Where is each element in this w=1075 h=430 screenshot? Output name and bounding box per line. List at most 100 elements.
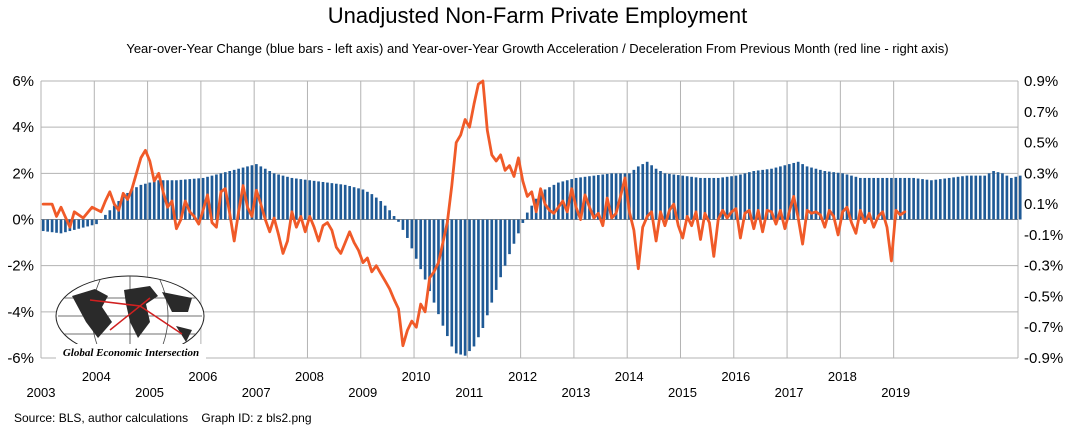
bar [672, 174, 676, 220]
acceleration-line [41, 79, 907, 348]
bar [290, 177, 294, 220]
bar [819, 169, 822, 220]
bar [428, 219, 431, 292]
year-tick-label: 2006 [188, 369, 217, 384]
bar [175, 180, 178, 220]
bar [645, 161, 649, 220]
bar [192, 178, 196, 220]
bar [148, 182, 152, 220]
bar [454, 219, 458, 354]
bar [885, 177, 889, 220]
bar [139, 184, 143, 220]
bar [446, 219, 449, 337]
bar [321, 181, 325, 220]
bar [739, 174, 742, 220]
left-tick-label: 2% [12, 165, 34, 182]
bar [423, 219, 427, 280]
bar [210, 175, 214, 220]
bar [676, 175, 680, 220]
bar [374, 197, 378, 220]
bar [805, 166, 809, 220]
bar [130, 189, 134, 220]
right-tick-label: -0.7% [1024, 319, 1063, 336]
bar [712, 177, 716, 220]
bar [654, 168, 658, 220]
bar [916, 178, 920, 220]
bar [286, 176, 289, 220]
bar [1014, 176, 1018, 220]
bar [961, 176, 964, 220]
bar [761, 169, 764, 220]
bar [610, 173, 613, 220]
left-tick-label: -6% [7, 350, 34, 367]
left-axis: 6% 4% 2% 0% -2% -4% -6% [7, 73, 34, 367]
bar [956, 176, 960, 220]
bar [250, 165, 254, 220]
bar [974, 175, 978, 220]
bar [295, 178, 298, 220]
bar [570, 179, 574, 220]
bar [1010, 177, 1013, 220]
bar [64, 219, 67, 233]
bar [863, 177, 867, 220]
bar [339, 184, 343, 220]
bar [108, 210, 112, 220]
bar [552, 184, 556, 220]
bar [557, 182, 560, 220]
bar [432, 219, 436, 303]
bar [823, 171, 827, 220]
bar [308, 180, 312, 220]
bar [832, 172, 836, 220]
bar [845, 174, 849, 220]
year-tick-label: 2007 [242, 385, 271, 400]
bar [779, 166, 782, 220]
bar [810, 167, 813, 220]
year-tick-label: 2003 [27, 385, 56, 400]
bar [525, 212, 529, 220]
bar [485, 219, 489, 316]
bar [747, 172, 751, 220]
bar [157, 180, 161, 220]
right-tick-label: 0.3% [1024, 165, 1058, 182]
bar [183, 179, 187, 220]
bar [663, 173, 667, 220]
bar [765, 169, 769, 220]
bar [947, 177, 951, 220]
global-economic-intersection-logo: Global Economic Intersection [55, 275, 206, 359]
year-tick-label: 2014 [615, 369, 644, 384]
bar [232, 169, 236, 220]
year-tick-label: 2018 [828, 369, 857, 384]
right-tick-label: -0.5% [1024, 288, 1063, 305]
bar [903, 177, 907, 220]
bar [579, 177, 582, 220]
bar [539, 194, 542, 220]
bar [730, 176, 733, 220]
bar [623, 173, 627, 220]
bar [312, 180, 316, 220]
acceleration-line-group [41, 79, 907, 348]
year-tick-label: 2016 [721, 369, 750, 384]
bar [894, 177, 898, 220]
bar [641, 164, 645, 220]
bar [588, 176, 591, 220]
bar [565, 180, 569, 220]
bar [716, 177, 720, 220]
bar [628, 173, 631, 220]
bar [503, 219, 507, 266]
bar [215, 174, 218, 220]
bar [592, 175, 596, 220]
bar [703, 177, 707, 220]
bar [548, 187, 551, 220]
bar [121, 196, 125, 220]
year-tick-label: 2004 [82, 369, 111, 384]
bar [472, 219, 476, 347]
bar [414, 219, 418, 259]
bar [179, 179, 183, 220]
year-tick-label: 2015 [668, 385, 697, 400]
year-tick-label: 2008 [295, 369, 324, 384]
bar [317, 181, 320, 220]
bar [774, 167, 778, 220]
bar [50, 219, 54, 233]
bar [668, 173, 671, 220]
